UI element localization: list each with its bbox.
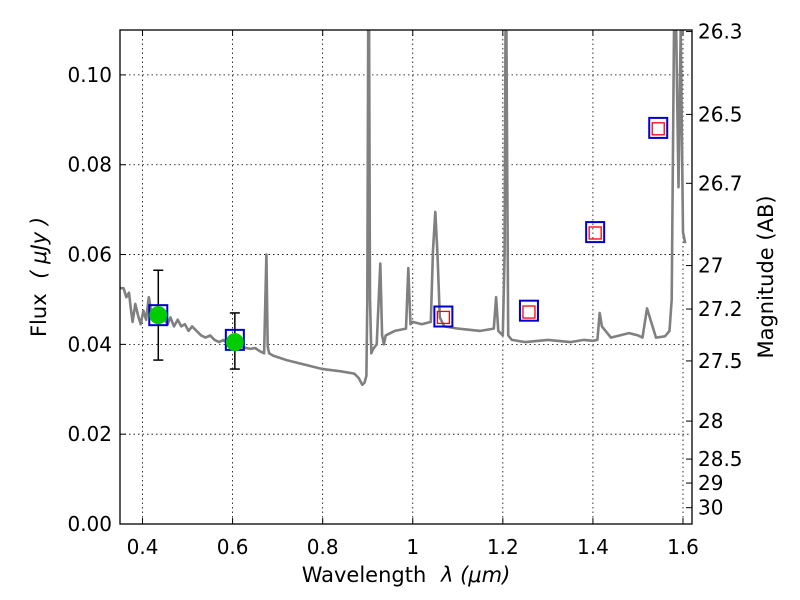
y-tick-label: 0.08 [67,153,112,177]
y2-tick-label: 28 [698,409,723,433]
y2-tick-label: 26.7 [698,171,743,195]
photometry-layer [148,116,669,370]
model-photometry-square [433,305,454,328]
model-spectrum-layer [120,30,687,387]
observed-flux-point [225,333,244,352]
y2-axis-title: Magnitude (AB) [754,195,778,358]
upper-limit-square [436,310,451,325]
x-tick-label: 1.2 [487,535,519,559]
observed-flux-point [149,306,168,325]
grid-lines [120,30,692,524]
tick-marks [120,30,692,525]
y-tick-label: 0.00 [67,512,112,536]
y-tick-label: 0.02 [67,422,112,446]
x-tick-label: 0.8 [307,535,339,559]
y2-tick-label: 27.5 [698,349,743,373]
y-axis-title: Flux ( μJy ) [27,217,51,337]
x-tick-label: 0.4 [127,535,159,559]
x-tick-label: 1.4 [577,535,609,559]
upper-limit-square [522,305,536,319]
y2-tick-label: 28.5 [698,447,743,471]
y-tick-label: 0.04 [67,332,112,356]
x-tick-label: 1 [406,535,419,559]
y2-tick-label: 27 [698,254,723,278]
upper-limit-square [588,226,602,240]
y2-tick-label: 30 [698,496,723,520]
plot-frame [119,29,693,525]
x-tick-label: 1.6 [667,535,699,559]
y-tick-label: 0.06 [67,243,112,267]
model-photometry-square [648,116,669,139]
y2-tick-label: 26.5 [698,102,743,126]
model-photometry-square [518,299,539,322]
y2-tick-label: 27.2 [698,297,743,321]
y2-tick-label: 29 [698,471,723,495]
y2-tick-label: 26.3 [698,20,743,44]
tick-labels: 0.4 0.6 0.8 1 1.2 1.4 1.6 0.00 0.02 0.04 0.06 0.08 0… [67,20,742,559]
y-tick-label: 0.10 [67,63,112,87]
model-photometry-square [585,221,606,244]
x-tick-label: 0.6 [217,535,249,559]
model-spectrum-line [120,30,687,387]
x-axis-title: Wavelength λ (μm) [302,563,511,587]
upper-limit-square [651,122,665,136]
